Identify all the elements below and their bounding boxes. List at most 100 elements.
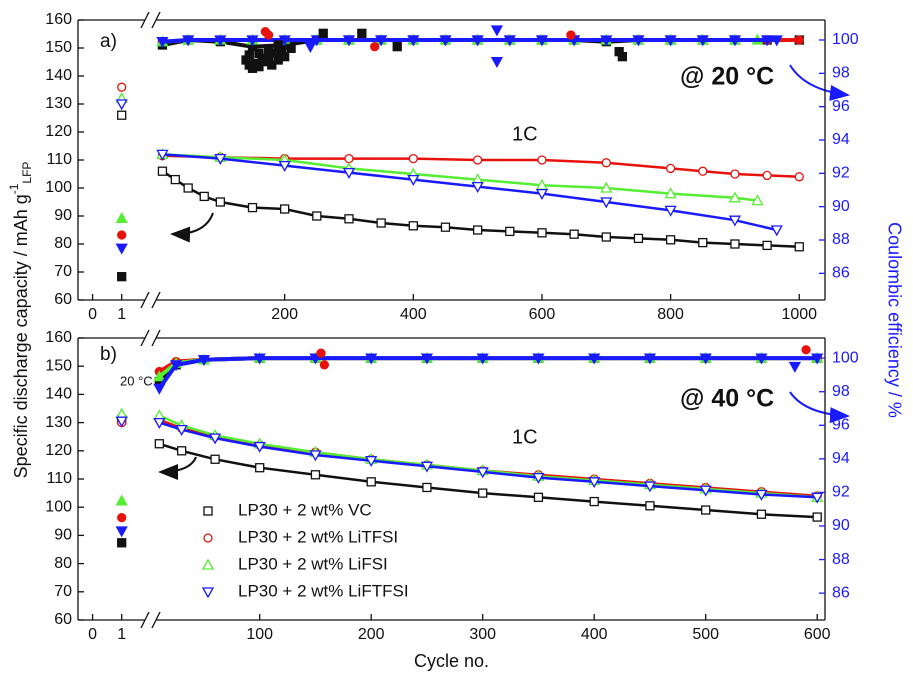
legend-label: LP30 + 2 wt% LiFTFSI — [238, 581, 409, 600]
marker — [812, 512, 822, 522]
x-tick-label: 200 — [358, 626, 385, 643]
y2-tick-label: 90 — [832, 517, 850, 534]
y2-tick-label: 96 — [832, 98, 850, 115]
marker — [115, 211, 128, 223]
marker — [117, 538, 127, 548]
marker — [537, 155, 547, 165]
y2-axis-label: Coulombic efficiency / % — [884, 222, 904, 418]
marker — [439, 35, 452, 47]
series-line — [162, 153, 778, 232]
marker — [811, 353, 824, 365]
marker — [344, 214, 354, 224]
y-tick-label: 100 — [45, 498, 72, 515]
legend-label: LP30 + 2 wt% LiFSI — [238, 554, 388, 573]
marker — [170, 174, 180, 185]
marker — [794, 172, 804, 182]
marker — [210, 454, 220, 464]
marker — [589, 496, 599, 507]
marker — [566, 30, 576, 40]
marker — [532, 353, 545, 365]
x-tick-label: 400 — [400, 306, 427, 323]
rate-label: 1C — [512, 123, 538, 145]
marker — [762, 240, 772, 251]
x-tick-label: 100 — [246, 626, 273, 643]
marker — [535, 188, 549, 200]
marker — [490, 57, 504, 69]
marker — [115, 494, 128, 506]
marker — [182, 35, 195, 47]
marker — [569, 229, 579, 239]
marker — [665, 163, 676, 174]
marker — [472, 155, 483, 165]
marker — [505, 226, 515, 237]
marker — [117, 512, 127, 523]
y-tick-label: 120 — [45, 442, 72, 459]
marker — [253, 441, 266, 453]
marker — [263, 45, 274, 55]
marker — [153, 383, 166, 395]
marker — [420, 461, 434, 473]
marker — [751, 194, 764, 206]
marker — [244, 50, 254, 60]
marker — [370, 42, 380, 52]
marker — [197, 355, 211, 367]
y-tick-label: 140 — [45, 67, 72, 84]
marker — [588, 353, 601, 365]
x-tick-label: 600 — [529, 306, 556, 323]
marker — [267, 60, 277, 70]
marker — [601, 158, 611, 168]
y-tick-label: 100 — [45, 179, 72, 196]
y2-tick-label: 90 — [832, 198, 850, 215]
panel-label: b) — [100, 344, 117, 365]
legend-label: LP30 + 2 wt% LiTFSI — [238, 527, 398, 546]
marker — [309, 450, 322, 462]
marker — [254, 48, 264, 58]
marker — [632, 35, 645, 47]
y-tick-label: 70 — [54, 263, 72, 280]
y2-tick-label: 86 — [832, 265, 850, 282]
panel-label: a) — [100, 31, 117, 52]
marker — [156, 149, 169, 161]
marker — [537, 228, 547, 238]
y2-tick-label: 98 — [832, 65, 850, 82]
axis-break — [151, 291, 161, 309]
marker — [535, 35, 549, 47]
marker — [263, 30, 274, 40]
y-tick-label: 150 — [45, 39, 72, 56]
marker — [366, 477, 376, 487]
y2-tick-label: 96 — [832, 417, 850, 434]
marker — [117, 82, 127, 92]
marker — [117, 230, 127, 240]
marker — [310, 35, 323, 47]
series-line — [157, 356, 818, 390]
x-axis-label: Cycle no. — [414, 651, 489, 671]
marker — [115, 243, 128, 255]
y2-tick-label: 98 — [832, 383, 850, 400]
marker — [533, 492, 544, 502]
marker — [471, 35, 484, 47]
y-tick-label: 60 — [54, 611, 72, 628]
marker — [588, 477, 601, 489]
marker — [286, 43, 296, 53]
marker — [215, 197, 225, 207]
marker — [304, 42, 317, 54]
marker — [664, 205, 677, 217]
marker — [617, 52, 628, 62]
marker — [728, 35, 742, 47]
marker — [730, 239, 740, 249]
marker — [645, 501, 655, 511]
marker — [342, 167, 356, 179]
marker — [115, 99, 128, 111]
marker — [698, 166, 708, 176]
rate-label: 1C — [512, 426, 538, 448]
y-tick-label: 90 — [54, 527, 72, 544]
y-tick-label: 80 — [54, 555, 72, 572]
series-line — [158, 442, 818, 519]
marker — [156, 37, 169, 49]
x-tick-label: 300 — [469, 626, 496, 643]
y-tick-label: 130 — [45, 95, 72, 112]
marker — [788, 361, 801, 373]
y-tick-label: 110 — [46, 470, 72, 487]
axis-break — [151, 11, 161, 29]
marker — [699, 485, 712, 497]
